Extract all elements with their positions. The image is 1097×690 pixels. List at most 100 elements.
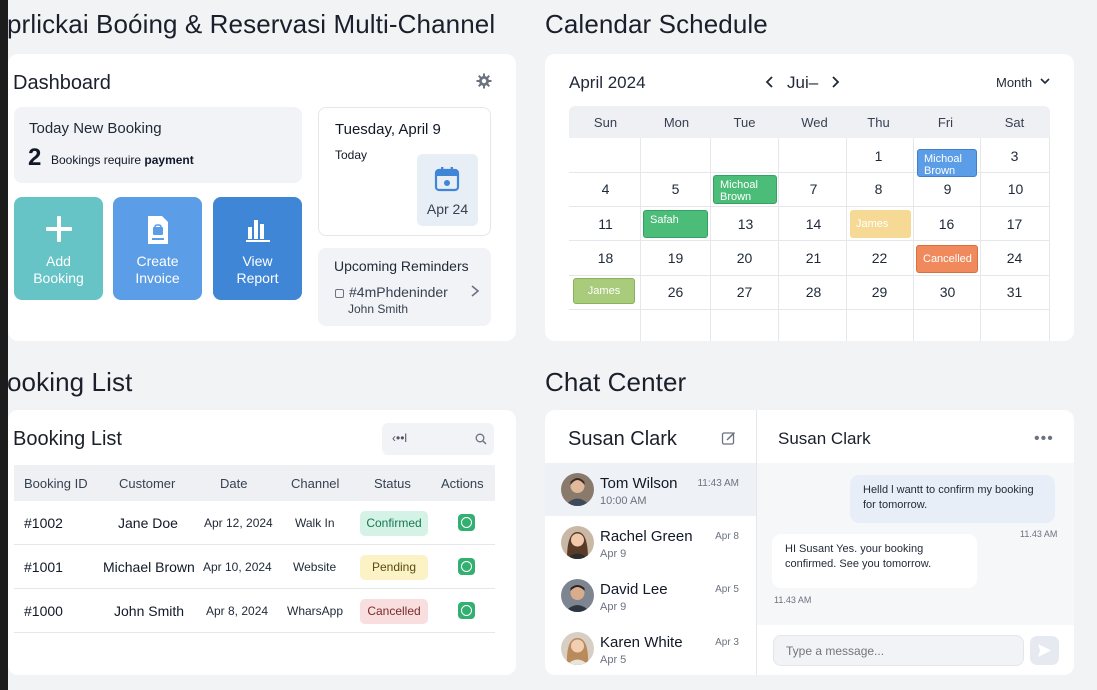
weekday-label: Sun xyxy=(593,115,618,130)
calendar-day[interactable]: 19 xyxy=(667,250,684,266)
calendar-day[interactable]: 22 xyxy=(871,250,888,266)
weekday-label: Thu xyxy=(867,115,890,130)
calendar-day[interactable]: 16 xyxy=(938,216,955,232)
column-header[interactable]: Customer xyxy=(119,476,176,491)
booking-channel: Walk In xyxy=(295,516,335,530)
booking-list-title: Booking List xyxy=(13,428,122,450)
contact-subtitle: Apr 9 xyxy=(600,548,627,560)
grid-line xyxy=(569,240,1050,241)
grid-line xyxy=(569,206,1050,207)
confirm-action-icon[interactable] xyxy=(458,558,475,575)
calendar-day[interactable]: 18 xyxy=(597,250,614,266)
grid-line xyxy=(640,138,641,341)
booking-id: #1002 xyxy=(24,515,63,531)
upcoming-reminders-panel[interactable]: Upcoming Reminders #4mPhdeninder John Sm… xyxy=(318,248,491,326)
booking-search-input[interactable]: ‹••l xyxy=(382,423,494,455)
gear-icon[interactable] xyxy=(476,73,492,89)
reminder-code: #4mPhdeninder xyxy=(349,284,448,300)
calendar-day[interactable]: 8 xyxy=(874,181,883,197)
calendar-day[interactable]: 13 xyxy=(737,216,754,232)
create-invoice-button[interactable]: Create Invoice xyxy=(113,197,202,300)
calendar-day[interactable]: 11 xyxy=(598,216,613,232)
calendar-day[interactable]: 26 xyxy=(667,284,684,300)
contact-time: Apr 5 xyxy=(715,584,739,595)
today-note: Bookings require payment xyxy=(51,153,194,167)
calendar-day[interactable]: 28 xyxy=(805,284,822,300)
grid-line xyxy=(569,172,1050,173)
chat-contact[interactable]: Tom Wilson 10:00 AM 11:43 AM xyxy=(545,463,756,516)
message-input[interactable] xyxy=(774,636,1023,665)
calendar-day[interactable]: 14 xyxy=(805,216,822,232)
booking-date: Apr 8, 2024 xyxy=(206,604,269,618)
search-icon[interactable] xyxy=(475,433,487,445)
calendar-day[interactable]: 1 xyxy=(874,148,883,164)
chevron-left-icon[interactable] xyxy=(765,75,775,89)
compose-icon[interactable] xyxy=(721,430,737,446)
avatar xyxy=(561,632,594,665)
calendar-day[interactable]: 21 xyxy=(805,250,822,266)
grid-line xyxy=(710,138,711,341)
calendar-event[interactable]: Safah xyxy=(643,210,708,238)
contact-time: Apr 3 xyxy=(715,637,739,648)
column-header[interactable]: Channel xyxy=(291,476,340,491)
table-row[interactable]: #1000 John Smith Apr 8, 2024 WharsApp Ca… xyxy=(14,589,495,633)
confirm-action-icon[interactable] xyxy=(458,602,475,619)
create-invoice-label: Create Invoice xyxy=(135,253,180,286)
calendar-day[interactable]: 3 xyxy=(1010,148,1019,164)
calendar-day[interactable]: 20 xyxy=(736,250,753,266)
add-booking-button[interactable]: Add Booking xyxy=(14,197,103,300)
column-header[interactable]: Date xyxy=(220,476,248,491)
chevron-down-icon[interactable] xyxy=(1040,77,1050,85)
calendar-day[interactable]: 10 xyxy=(1007,181,1024,197)
calendar-day[interactable]: 4 xyxy=(601,181,610,197)
calendar-day[interactable]: 31 xyxy=(1006,284,1023,300)
view-report-button[interactable]: View Report xyxy=(213,197,302,300)
column-header[interactable]: Actions xyxy=(441,476,484,491)
weekday-label: Sat xyxy=(1004,115,1025,130)
chevron-right-icon[interactable] xyxy=(470,284,480,298)
calendar-event[interactable]: Michoal Brown xyxy=(713,175,777,204)
today-label: Today New Booking xyxy=(29,120,162,137)
calendar-day[interactable]: 24 xyxy=(1006,250,1023,266)
contact-name: Tom Wilson xyxy=(600,475,678,492)
column-header[interactable]: Booking ID xyxy=(24,476,88,491)
date-chip[interactable]: Apr 24 xyxy=(417,154,478,226)
column-header[interactable]: Status xyxy=(374,476,411,491)
calendar-day[interactable]: 29 xyxy=(871,284,888,300)
calendar-event[interactable]: Michoal Brown xyxy=(917,149,977,177)
weekday-label: Mon xyxy=(663,115,690,130)
booking-date: Apr 10, 2024 xyxy=(203,560,272,574)
chat-contact[interactable]: Karen White Apr 5 Apr 3 xyxy=(545,622,756,675)
booking-id: #1001 xyxy=(24,559,63,575)
calendar-view-select[interactable]: Month xyxy=(996,75,1033,90)
booking-table-header: Booking ID Customer Date Channel Status … xyxy=(14,465,495,501)
table-row[interactable]: #1002 Jane Doe Apr 12, 2024 Walk In Conf… xyxy=(14,501,495,545)
weekday-label: Fri xyxy=(937,115,954,130)
calendar-weekday-header: Sun Mon Tue Wed Thu Fri Sat xyxy=(569,106,1050,138)
confirm-action-icon[interactable] xyxy=(458,514,475,531)
calendar-day[interactable]: 30 xyxy=(939,284,956,300)
more-options-icon[interactable]: ••• xyxy=(1034,430,1054,447)
add-booking-label: Add Booking xyxy=(33,253,84,286)
chevron-right-icon[interactable] xyxy=(830,75,840,89)
calendar-event[interactable]: James xyxy=(850,210,911,238)
grid-line xyxy=(913,138,914,341)
conversation-title: Susan Clark xyxy=(778,429,871,448)
calendar-event[interactable]: James xyxy=(573,278,635,304)
grid-line xyxy=(778,138,779,341)
chat-contact[interactable]: Rachel Green Apr 9 Apr 8 xyxy=(545,516,756,569)
send-button[interactable] xyxy=(1030,636,1059,665)
booking-date: Apr 12, 2024 xyxy=(204,516,273,530)
weekday-label: Wed xyxy=(801,115,828,130)
chat-contact[interactable]: David Lee Apr 9 Apr 5 xyxy=(545,569,756,622)
calendar-day[interactable]: 7 xyxy=(809,181,818,197)
calendar-event[interactable]: Cancelled xyxy=(916,245,978,273)
calendar-day[interactable]: 9 xyxy=(943,181,952,197)
calendar-month-label: April 2024 xyxy=(569,73,646,92)
table-row[interactable]: #1001 Michael Brown Apr 10, 2024 Website… xyxy=(14,545,495,589)
message-time: 11.43 AM xyxy=(1020,529,1058,539)
grid-line xyxy=(846,138,847,341)
calendar-day[interactable]: 17 xyxy=(1006,216,1023,232)
calendar-day[interactable]: 27 xyxy=(736,284,753,300)
calendar-day[interactable]: 5 xyxy=(671,181,680,197)
